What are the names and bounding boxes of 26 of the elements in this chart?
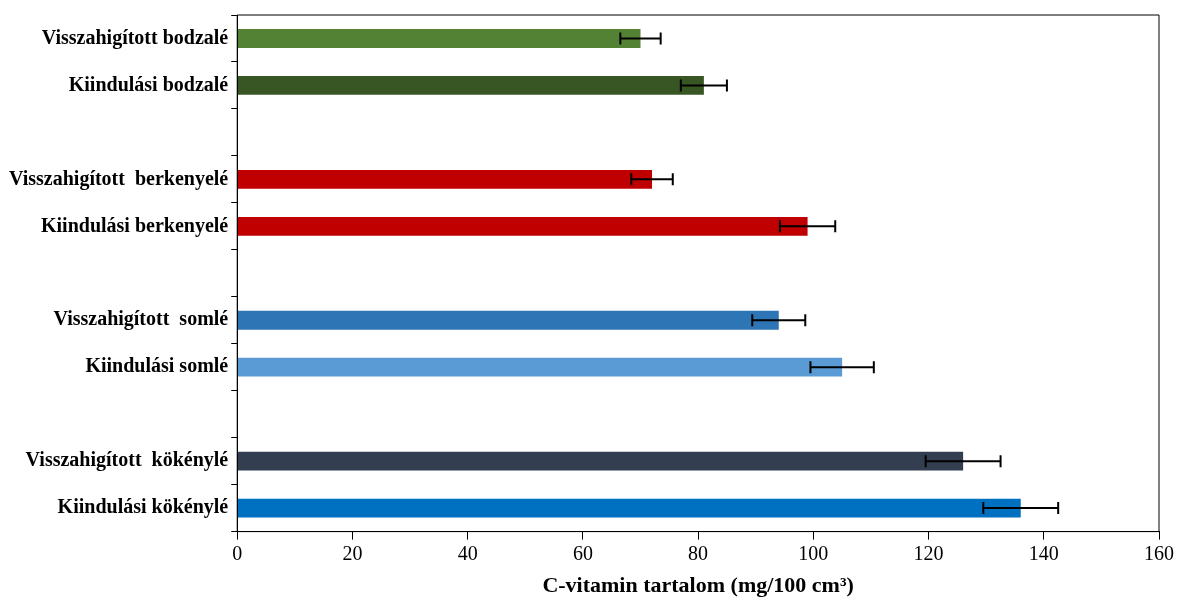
x-tick-label: 40 (457, 541, 478, 564)
x-tick-label: 60 (572, 541, 593, 564)
x-tick-label: 160 (1144, 541, 1174, 564)
bar (237, 310, 779, 330)
bar (237, 357, 843, 377)
y-tick-label: Kiindulási berkenyelé (40, 213, 229, 237)
y-tick-label: Kiindulási kökénylé (57, 495, 229, 519)
y-tick-label: Visszahigított bodzalé (41, 25, 229, 49)
x-tick-label: 100 (798, 541, 829, 564)
bar (237, 29, 641, 48)
x-tick-label: 120 (913, 541, 944, 564)
y-tick-label: Visszahigított berkenyelé (8, 166, 229, 190)
y-tick-label: Visszahigított kökénylé (25, 448, 229, 472)
y-tick-label: Kiindulási somlé (85, 354, 229, 377)
x-tick-label: 80 (688, 541, 709, 564)
bar (237, 169, 653, 189)
y-tick-label: Kiindulási bodzalé (68, 72, 229, 95)
x-tick-label: 0 (232, 541, 243, 564)
bar (237, 451, 964, 471)
x-tick-label: 140 (1028, 541, 1059, 564)
y-tick-label: Visszahigított somlé (53, 307, 229, 331)
x-tick-label: 20 (342, 541, 363, 564)
bar (237, 76, 704, 95)
bar (237, 498, 1021, 518)
x-axis-title: C-vitamin tartalom (mg/100 cm³) (542, 572, 854, 598)
bar (237, 216, 808, 236)
